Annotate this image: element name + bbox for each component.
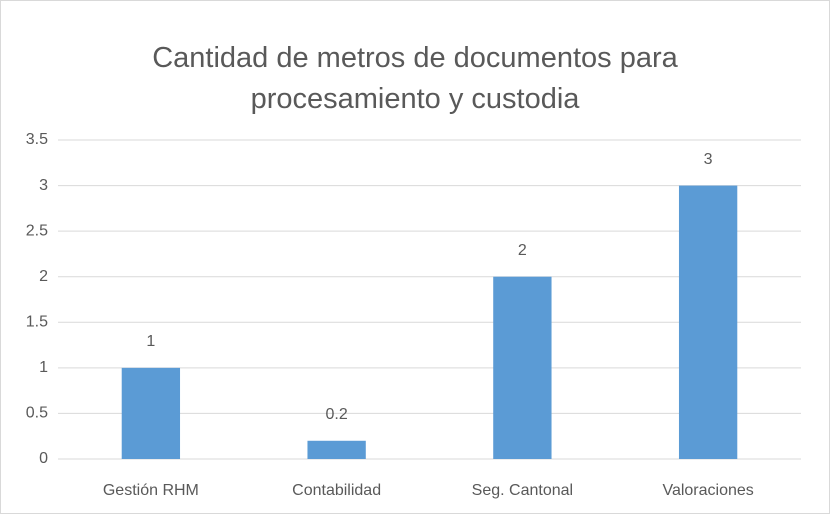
- y-tick-label: 1: [39, 359, 48, 376]
- bar: [121, 367, 181, 459]
- chart-title: Cantidad de metros de documentos para pr…: [152, 42, 678, 115]
- y-tick-label: 2: [39, 268, 48, 285]
- x-tick-label: Valoraciones: [662, 482, 753, 499]
- y-tick-label: 3.5: [26, 131, 48, 148]
- x-tick-label: Contabilidad: [292, 482, 381, 499]
- x-tick-label: Gestión RHM: [103, 482, 199, 499]
- data-label: 2: [518, 242, 527, 259]
- x-tick-label: Seg. Cantonal: [472, 482, 573, 499]
- y-tick-label: 0.5: [26, 405, 48, 422]
- bar: [678, 185, 738, 460]
- bar: [493, 276, 552, 459]
- data-label: 1: [146, 333, 155, 350]
- bar: [307, 440, 366, 459]
- y-tick-label: 0: [39, 450, 48, 467]
- y-tick-label: 3: [39, 177, 48, 194]
- data-label: 3: [704, 151, 713, 168]
- data-label: 0.2: [326, 406, 348, 423]
- y-tick-label: 2.5: [26, 222, 48, 239]
- y-tick-label: 1.5: [26, 314, 48, 331]
